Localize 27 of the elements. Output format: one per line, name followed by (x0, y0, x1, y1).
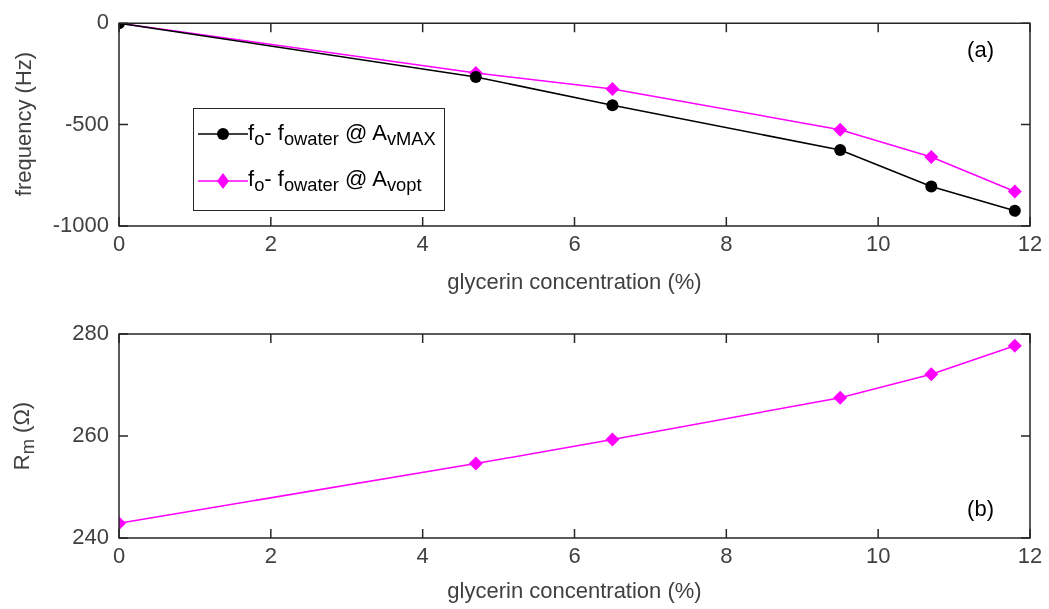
y-tick-label: -500 (64, 110, 109, 136)
y-tick-label: -1000 (52, 212, 109, 238)
x-axis-title: glycerin concentration (%) (447, 268, 702, 294)
annotation: (b) (967, 496, 994, 522)
y-tick-label: 260 (72, 422, 109, 448)
annotation: (a) (967, 37, 994, 63)
x-tick-label: 12 (1017, 543, 1043, 569)
y-tick-label: 240 (72, 524, 109, 550)
y-axis-title: frequency (Hz) (11, 51, 37, 196)
x-tick-label: 8 (720, 231, 733, 257)
x-tick-label: 4 (416, 543, 429, 569)
x-tick-label: 12 (1017, 231, 1043, 257)
legend-label: f$_{o}$- f$_{owater}$ @ A$_{vMAX}$ (248, 120, 436, 150)
y-tick-label: 280 (72, 320, 109, 346)
y-tick-label: 0 (96, 9, 109, 35)
legend-label: f$_{o}$- f$_{owater}$ @ A$_{vopt}$ (248, 166, 422, 196)
x-tick-label: 6 (568, 231, 581, 257)
x-tick-label: 2 (264, 231, 277, 257)
x-tick-label: 6 (568, 543, 581, 569)
x-tick-label: 4 (416, 231, 429, 257)
x-tick-label: 0 (112, 543, 126, 569)
x-axis-title: glycerin concentration (%) (447, 577, 702, 603)
x-tick-label: 10 (865, 231, 891, 257)
x-tick-label: 10 (865, 543, 891, 569)
x-tick-label: 2 (264, 543, 277, 569)
x-tick-label: 8 (720, 543, 733, 569)
x-tick-label: 0 (112, 231, 126, 257)
